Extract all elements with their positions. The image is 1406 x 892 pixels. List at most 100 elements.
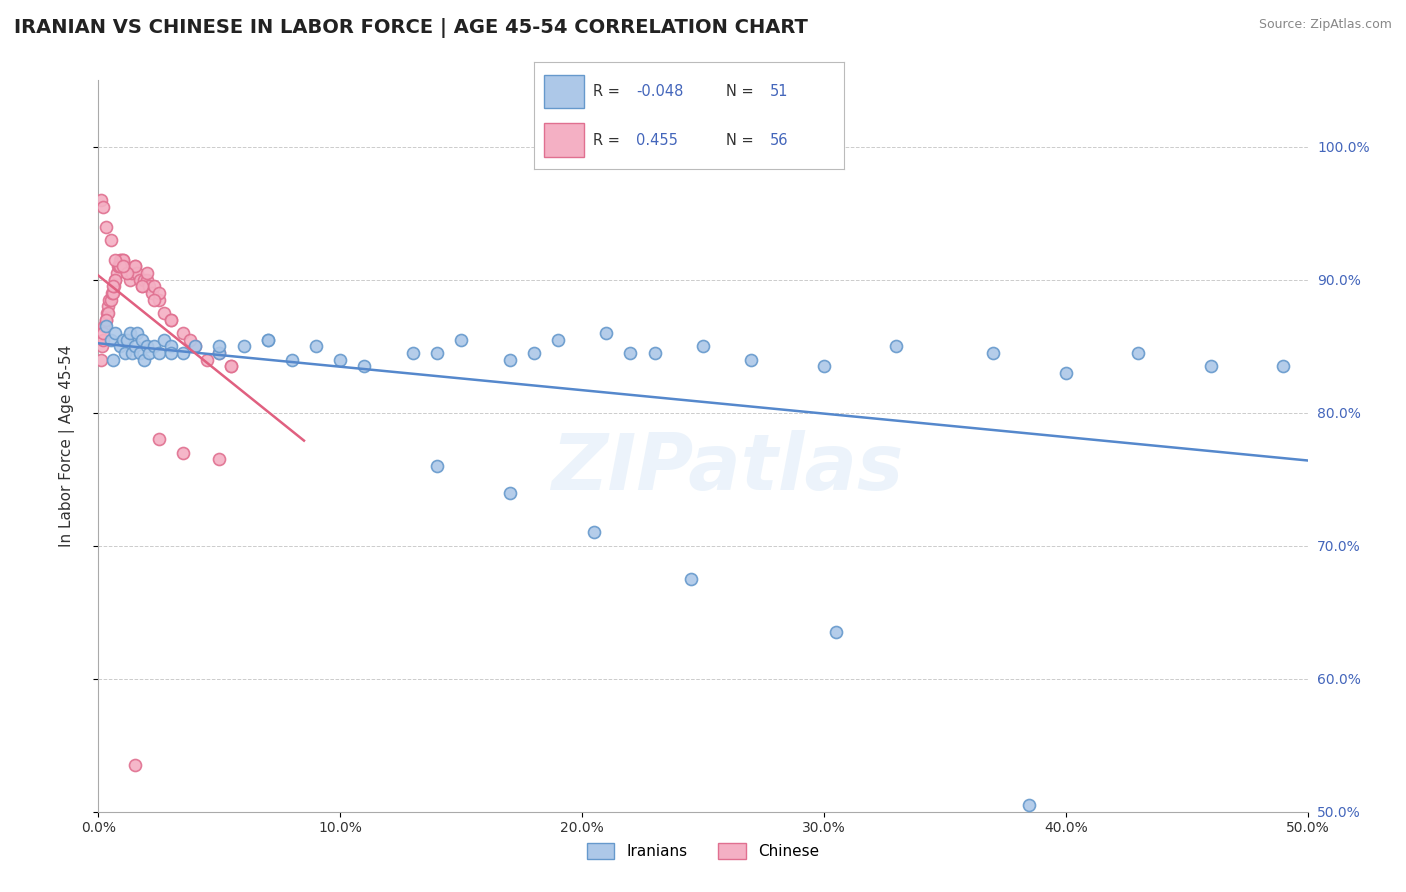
Point (94, 312, 117, 326)
Text: 56: 56 (769, 133, 787, 147)
Point (143, 293, 166, 307)
Point (108, 260, 131, 274)
Point (143, 339, 166, 353)
Point (160, 312, 183, 326)
Bar (544, 123, 583, 157)
Point (644, 346, 666, 360)
Point (138, 346, 160, 360)
Point (93, 319, 115, 334)
Point (128, 273, 150, 287)
Point (1054, 366, 1077, 380)
Point (138, 279, 160, 293)
Point (547, 333, 569, 347)
Text: 51: 51 (769, 85, 787, 99)
Point (97, 306, 120, 320)
Point (91, 200, 114, 214)
Text: N =: N = (725, 85, 758, 99)
Point (141, 286, 163, 301)
Point (135, 266, 157, 280)
Point (124, 339, 146, 353)
Point (111, 252, 134, 267)
Point (96, 306, 118, 320)
Point (111, 260, 134, 274)
Point (100, 293, 122, 307)
Point (107, 260, 129, 274)
Text: 0.455: 0.455 (637, 133, 678, 147)
Point (981, 346, 1004, 360)
Point (117, 266, 139, 280)
Point (402, 346, 425, 360)
Point (91, 326, 114, 340)
Point (103, 279, 125, 293)
Point (208, 339, 231, 353)
Point (131, 279, 153, 293)
Point (127, 266, 149, 280)
Point (148, 346, 170, 360)
Point (101, 279, 124, 293)
Point (105, 266, 128, 280)
Point (232, 339, 254, 353)
Point (90, 193, 112, 207)
Point (221, 359, 243, 374)
Point (117, 333, 139, 347)
Point (108, 339, 131, 353)
Point (135, 339, 157, 353)
Point (134, 352, 156, 367)
Point (195, 352, 218, 367)
Text: Source: ZipAtlas.com: Source: ZipAtlas.com (1258, 18, 1392, 31)
Point (104, 326, 127, 340)
Point (111, 252, 134, 267)
Bar (544, 75, 583, 109)
Point (121, 346, 143, 360)
Point (172, 445, 194, 459)
Point (1272, 359, 1295, 374)
Text: R =: R = (593, 133, 624, 147)
Point (94, 219, 117, 234)
Point (97, 299, 120, 313)
Point (135, 273, 157, 287)
Point (124, 260, 146, 274)
Point (118, 273, 141, 287)
Point (100, 286, 122, 301)
Point (256, 333, 278, 347)
Point (111, 333, 134, 347)
Point (498, 485, 520, 500)
Point (91, 333, 114, 347)
Point (184, 339, 207, 353)
Point (595, 326, 617, 340)
Point (91, 339, 114, 353)
Point (619, 346, 641, 360)
Point (160, 346, 183, 360)
Point (160, 312, 183, 326)
Point (256, 333, 278, 347)
Point (118, 326, 141, 340)
Point (128, 346, 150, 360)
Point (208, 452, 231, 467)
Point (117, 266, 139, 280)
Point (498, 352, 520, 367)
Text: N =: N = (725, 133, 758, 147)
Point (148, 433, 170, 447)
Point (94, 312, 117, 326)
Point (94, 319, 117, 334)
Point (179, 333, 201, 347)
Point (583, 525, 606, 540)
Point (426, 346, 449, 360)
Point (124, 758, 146, 772)
Point (124, 260, 146, 274)
Point (160, 339, 183, 353)
Point (98, 293, 121, 307)
Point (148, 286, 170, 301)
Y-axis label: In Labor Force | Age 45-54: In Labor Force | Age 45-54 (59, 345, 75, 547)
Point (134, 273, 156, 287)
Point (1128, 346, 1150, 360)
Point (108, 260, 131, 274)
Point (679, 572, 702, 586)
Point (825, 625, 848, 640)
Point (172, 346, 194, 360)
Point (114, 260, 136, 274)
Point (740, 352, 762, 367)
Point (184, 339, 207, 353)
Point (353, 359, 375, 374)
Point (127, 326, 149, 340)
